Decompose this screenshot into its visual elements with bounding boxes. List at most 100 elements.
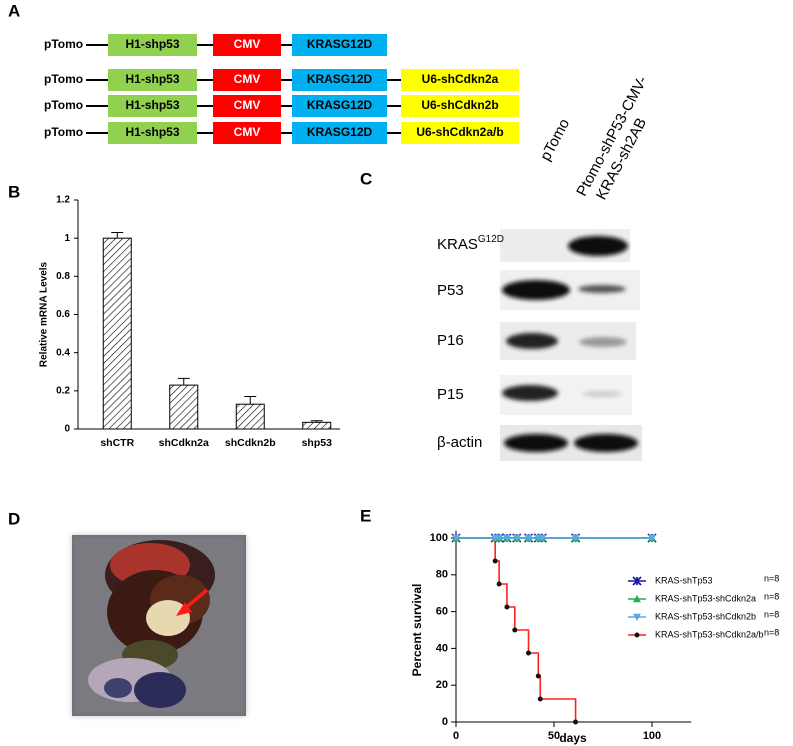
marker	[504, 604, 510, 610]
bar	[102, 237, 132, 430]
vector-name: pTomo	[44, 37, 83, 51]
marker	[535, 673, 541, 679]
y-tick-label: 0.6	[56, 309, 70, 320]
protein-label: P15	[437, 386, 464, 403]
x-axis-label: days	[559, 731, 587, 745]
element-label: KRASG12D	[307, 72, 373, 86]
marker	[512, 627, 518, 633]
element-box	[213, 69, 281, 91]
error-bar	[111, 231, 124, 239]
y-tick-label: 0.2	[56, 385, 70, 396]
marker	[495, 534, 504, 542]
element-box	[292, 122, 387, 144]
blot-images	[500, 229, 642, 461]
element-box	[401, 69, 519, 91]
element-box	[213, 95, 281, 117]
x-tick-label: shCTR	[100, 437, 134, 449]
element-label: CMV	[234, 72, 261, 86]
protein-superscript: G12D	[478, 234, 504, 245]
y-tick-label: 1	[64, 233, 70, 244]
bar	[169, 384, 199, 430]
panel-label: D	[8, 509, 20, 528]
legend-label: KRAS-shTp53-shCdkn2a/b	[655, 629, 764, 639]
y-axis-label: Percent survival	[410, 584, 424, 677]
lane-label: Ptomo-shP53-CMV-KRAS-sh2AB	[573, 73, 667, 208]
element-label: H1-shp53	[125, 125, 179, 139]
legend-marker	[633, 613, 641, 621]
element-box	[292, 34, 387, 56]
marker	[496, 581, 502, 587]
y-axis-label: Relative mRNA Levels	[39, 261, 50, 367]
marker	[452, 534, 460, 542]
y-tick-label: 60	[436, 606, 448, 618]
legend-n: n=8	[764, 573, 779, 583]
y-tick-label: 0.4	[56, 347, 70, 358]
element-label: H1-shp53	[125, 72, 179, 86]
x-tick-label: shCdkn2a	[159, 437, 209, 449]
element-box	[108, 122, 197, 144]
legend-n: n=8	[764, 609, 779, 619]
marker	[502, 534, 511, 542]
marker	[648, 534, 656, 542]
protein-name: P53	[437, 282, 464, 299]
bar	[302, 421, 332, 430]
legend-n: n=8	[764, 591, 779, 601]
protein-label: KRASG12D	[437, 234, 504, 253]
error-bar	[177, 377, 190, 386]
y-tick-label: 0	[442, 716, 448, 728]
marker	[537, 696, 543, 702]
panel-label: B	[8, 182, 20, 201]
y-tick-label: 80	[436, 569, 448, 581]
y-tick-label: 0	[64, 424, 70, 435]
marker	[512, 534, 521, 542]
panel-label: E	[360, 506, 371, 525]
bar	[235, 403, 265, 430]
element-label: CMV	[234, 125, 261, 139]
marker	[571, 534, 580, 542]
legend-label: KRAS-shTp53	[655, 575, 713, 585]
error-bar	[310, 420, 323, 423]
lane-label-line: pTomo	[537, 116, 573, 164]
marker	[573, 719, 579, 725]
lane-label: pTomo	[537, 116, 573, 164]
element-box	[401, 122, 519, 144]
element-box	[213, 122, 281, 144]
protein-name: P16	[437, 332, 464, 349]
element-box	[108, 34, 197, 56]
x-tick-label: 0	[453, 730, 459, 742]
element-label: H1-shp53	[125, 98, 179, 112]
element-label: U6-shCdkn2b	[421, 98, 498, 112]
element-label: U6-shCdkn2a/b	[416, 125, 503, 139]
protein-label: β-actin	[437, 434, 482, 451]
protein-name: P15	[437, 386, 464, 403]
x-tick-label: 50	[548, 730, 560, 742]
marker	[526, 650, 532, 656]
element-box	[292, 95, 387, 117]
element-label: U6-shCdkn2a	[422, 72, 499, 86]
element-label: H1-shp53	[125, 37, 179, 51]
legend-marker	[633, 595, 641, 603]
legend-n: n=8	[764, 627, 779, 637]
x-tick-label: 100	[643, 730, 661, 742]
y-tick-label: 0.8	[56, 271, 70, 282]
y-tick-label: 20	[436, 679, 448, 691]
protein-label: P16	[437, 332, 464, 349]
vector-name: pTomo	[44, 98, 83, 112]
element-label: CMV	[234, 37, 261, 51]
vector-name: pTomo	[44, 72, 83, 86]
panel-label: C	[360, 169, 372, 188]
protein-name: β-actin	[437, 434, 482, 451]
x-tick-label: shp53	[302, 437, 333, 449]
vector-name: pTomo	[44, 125, 83, 139]
protein-label: P53	[437, 282, 464, 299]
element-label: KRASG12D	[307, 125, 373, 139]
element-box	[108, 95, 197, 117]
element-box	[108, 69, 197, 91]
element-label: KRASG12D	[307, 98, 373, 112]
element-box	[401, 95, 519, 117]
marker	[492, 558, 498, 564]
legend-label: KRAS-shTp53-shCdkn2a	[655, 593, 756, 603]
panel-label: A	[8, 1, 20, 20]
legend-marker	[632, 576, 642, 586]
error-bar	[244, 396, 257, 405]
